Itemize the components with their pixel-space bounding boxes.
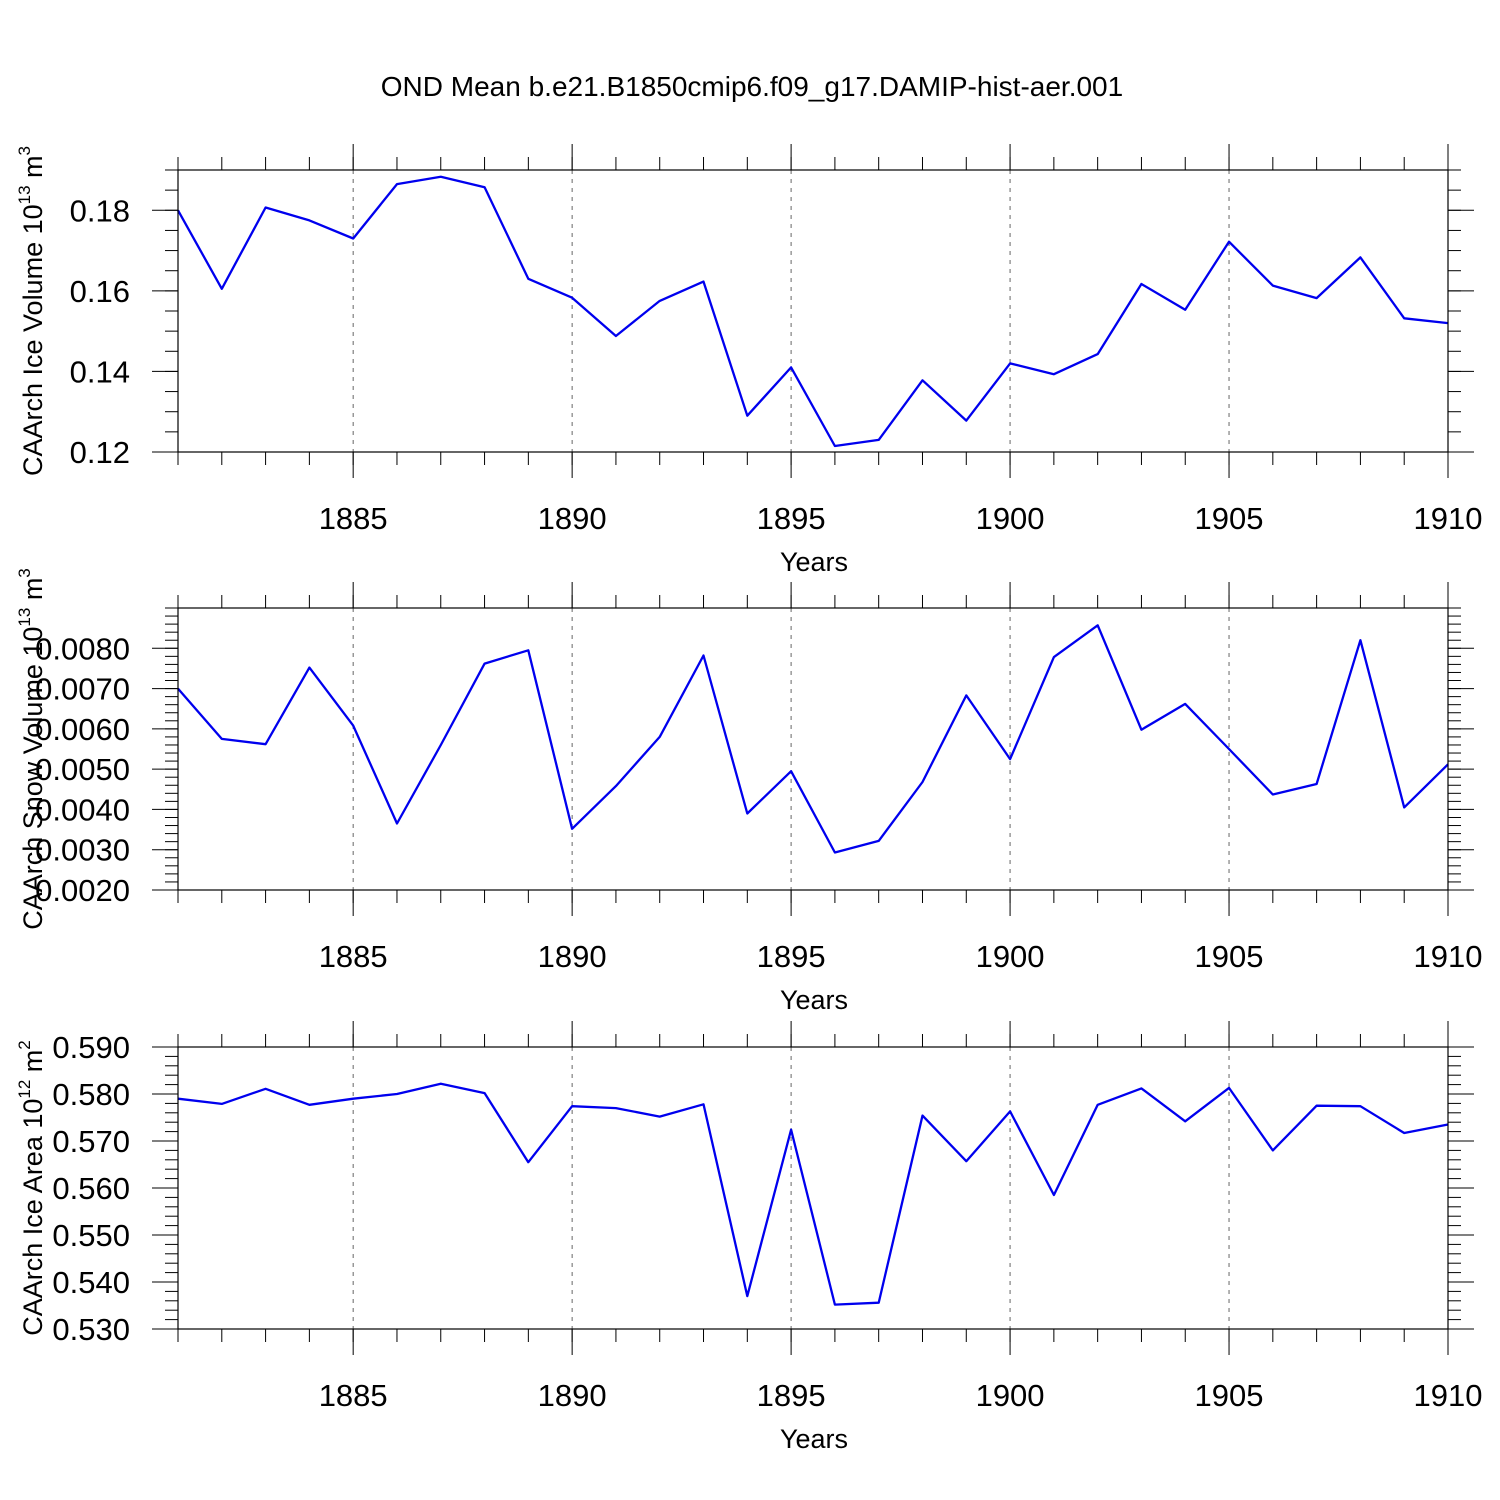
y-tick-label: 0.16 [70, 274, 130, 309]
x-tick-label: 1910 [1414, 1378, 1483, 1413]
x-tick-label: 1905 [1195, 501, 1264, 536]
x-tick-label: 1900 [976, 939, 1045, 974]
x-tick-label: 1895 [757, 1378, 826, 1413]
plot-frame [177, 1046, 1449, 1330]
y-axis-label-unit-exponent: 2 [15, 1040, 34, 1049]
y-axis-label-unit: m [18, 578, 48, 608]
y-axis-label-text: CAArch Ice Area 10 [18, 1099, 48, 1336]
y-axis-label-unit: m [18, 1050, 48, 1080]
y-tick-label: 0.14 [70, 354, 130, 389]
y-axis-label: CAArch Ice Volume 1013 m3 [15, 146, 48, 476]
plot-frame [177, 169, 1449, 453]
x-axis-label: Years [780, 985, 848, 1015]
x-tick-label: 1890 [538, 939, 607, 974]
x-axis-label: Years [780, 1424, 848, 1454]
y-tick-label: 0.550 [52, 1218, 130, 1253]
ice-volume-panel: 0.12 0.14 0.16 0.18 1885 1890 1895 1900 1905 1910… [15, 144, 1482, 577]
series-line [177, 1082, 1449, 1306]
y-tick-label: 0.0060 [35, 712, 130, 747]
series-line [177, 624, 1449, 854]
x-tick-label: 1905 [1195, 1378, 1264, 1413]
y-axis-label-exponent: 13 [15, 608, 34, 627]
x-tick-label: 1890 [538, 1378, 607, 1413]
ice-area-panel: 0.530 0.540 0.550 0.560 0.570 0.580 0.590 1885 1… [15, 1021, 1482, 1454]
y-axis-label-unit-exponent: 3 [15, 146, 34, 155]
y-tick-label: 0.540 [52, 1265, 130, 1300]
y-axis-label: CAArch Ice Area 1012 m2 [15, 1040, 48, 1336]
x-tick-label: 1885 [319, 501, 388, 536]
y-axis-label-exponent: 12 [15, 1080, 34, 1099]
y-axis-label: CAArch Snow Volume 1013 m3 [15, 568, 48, 930]
x-tick-label: 1905 [1195, 939, 1264, 974]
series-line [176, 175, 1449, 448]
y-axis-label-unit-exponent: 3 [15, 568, 34, 577]
y-tick-label: 0.530 [52, 1312, 130, 1347]
y-tick-label: 0.0080 [35, 631, 130, 666]
snow-volume-panel: 0.0020 0.0030 0.0040 0.0050 0.0060 0.0070 0.00… [15, 568, 1482, 1015]
y-axis-label-text: CAArch Ice Volume 10 [18, 204, 48, 476]
y-axis-label-text: CAArch Snow Volume 10 [18, 627, 48, 930]
y-tick-label: 0.0030 [35, 833, 130, 868]
plot-frame [177, 607, 1449, 891]
x-axis-label: Years [780, 547, 848, 577]
x-tick-label: 1890 [538, 501, 607, 536]
x-tick-label: 1895 [757, 939, 826, 974]
y-axis-label-unit: m [18, 155, 48, 185]
figure-title: OND Mean b.e21.B1850cmip6.f09_g17.DAMIP-… [381, 71, 1123, 102]
y-tick-label: 0.0040 [35, 792, 130, 827]
y-tick-label: 0.0070 [35, 672, 130, 707]
x-tick-label: 1885 [319, 939, 388, 974]
x-tick-label: 1910 [1414, 501, 1483, 536]
y-axis-label-exponent: 13 [15, 185, 34, 204]
y-tick-label: 0.590 [52, 1030, 130, 1065]
x-tick-label: 1895 [757, 501, 826, 536]
y-tick-label: 0.580 [52, 1077, 130, 1112]
x-tick-label: 1885 [319, 1378, 388, 1413]
y-tick-label: 0.0050 [35, 752, 130, 787]
y-tick-label: 0.12 [70, 435, 130, 470]
y-tick-label: 0.560 [52, 1171, 130, 1206]
y-tick-label: 0.0020 [35, 873, 130, 908]
x-tick-label: 1900 [976, 1378, 1045, 1413]
y-tick-label: 0.18 [70, 193, 130, 228]
x-tick-label: 1910 [1414, 939, 1483, 974]
y-tick-label: 0.570 [52, 1124, 130, 1159]
x-tick-label: 1900 [976, 501, 1045, 536]
